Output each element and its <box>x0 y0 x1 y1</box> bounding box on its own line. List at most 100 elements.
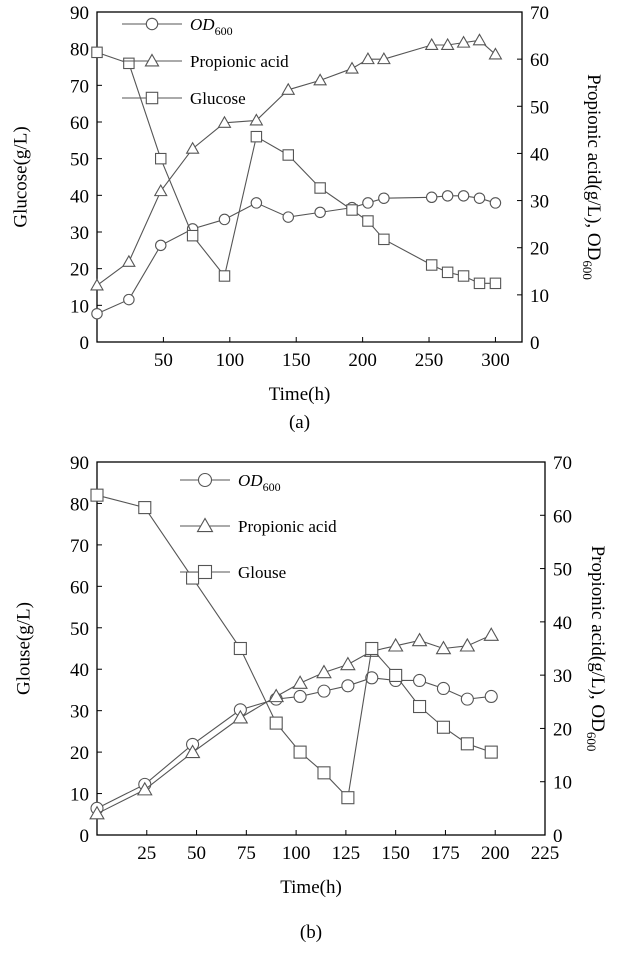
data-point-square <box>317 766 331 780</box>
y-left-axis-label: Glouse(g/L) <box>13 602 34 695</box>
legend-label-main: OD <box>190 15 215 34</box>
chart-a: 50 100 150 200 250 300 0 10 20 30 40 50 60 70 80 90 0 10 2… <box>10 3 603 433</box>
legend-label-sub: 600 <box>263 480 281 494</box>
y-right-tick-label: 0 <box>553 826 563 847</box>
y-left-tick-label: 70 <box>70 76 89 97</box>
y-left-tick-label: 10 <box>70 785 89 806</box>
data-point-circle <box>341 679 355 693</box>
x-tick-label: 100 <box>216 350 245 371</box>
x-tick-label: 50 <box>154 350 173 371</box>
data-point-triangle <box>472 33 487 46</box>
data-point-square <box>282 149 294 161</box>
data-point-square <box>341 791 355 805</box>
data-point-circle <box>123 293 135 306</box>
data-point-square <box>489 277 502 290</box>
data-point-circle <box>457 190 470 202</box>
x-tick-label: 125 <box>332 843 361 864</box>
data-point-triangle <box>483 627 500 641</box>
data-point-square <box>346 204 358 216</box>
x-tick-label: 200 <box>481 843 510 864</box>
data-point-triangle <box>424 37 439 51</box>
data-point-triangle <box>268 688 285 703</box>
data-point-circle <box>218 213 231 226</box>
y-left-tick-label: 30 <box>70 223 89 244</box>
x-tick-label: 225 <box>531 843 560 864</box>
data-point-triangle <box>136 781 153 796</box>
data-point-triangle <box>249 113 264 126</box>
data-point-circle <box>250 197 263 209</box>
data-point-circle <box>317 684 331 698</box>
data-point-triangle <box>411 632 428 647</box>
y-right-axis-label-main: Propionic acid(g/L), OD <box>587 546 608 732</box>
y-left-tick-label: 60 <box>70 577 89 598</box>
y-right-tick-label: 10 <box>530 286 549 307</box>
y-left-tick-label: 80 <box>70 494 89 515</box>
legend-label-main: Propionic acid <box>190 52 289 71</box>
chart-caption: (b) <box>300 922 322 943</box>
data-point-square <box>473 277 486 290</box>
chart-caption: (a) <box>289 412 310 433</box>
data-point-triangle <box>281 82 296 95</box>
data-point-square <box>484 745 498 759</box>
y-right-tick-label: 50 <box>553 560 572 581</box>
legend-label-main: OD <box>238 471 263 490</box>
data-point-square <box>269 716 283 730</box>
legend-label: OD600 <box>190 15 233 38</box>
series-line-triangle <box>96 39 496 286</box>
data-point-square <box>91 46 103 59</box>
data-point-triangle <box>376 52 391 65</box>
data-point-circle <box>314 206 326 219</box>
y-right-tick-label: 70 <box>553 453 572 474</box>
data-point-triangle <box>387 637 404 652</box>
y-left-tick-label: 0 <box>80 333 90 354</box>
y-left-tick-label: 20 <box>70 260 89 281</box>
plot-frame <box>96 461 546 836</box>
legend-marker-circle <box>145 17 159 31</box>
data-point-triangle <box>345 61 359 74</box>
x-tick-label: 50 <box>187 843 206 864</box>
data-point-triangle <box>232 709 249 724</box>
y-left-tick-label: 50 <box>70 150 89 171</box>
x-tick-label: 250 <box>415 350 444 371</box>
x-tick-label: 75 <box>237 843 256 864</box>
data-point-circle <box>489 197 502 209</box>
data-point-triangle <box>89 805 105 820</box>
y-right-tick-label: 60 <box>530 50 549 71</box>
data-point-square <box>362 215 374 227</box>
data-point-circle <box>413 673 427 688</box>
data-point-square <box>436 720 451 734</box>
data-point-square <box>378 233 390 246</box>
x-tick-label: 200 <box>348 350 377 371</box>
data-point-circle <box>378 192 390 204</box>
data-point-square <box>441 266 454 279</box>
data-point-triangle <box>184 744 201 759</box>
y-left-tick-label: 80 <box>70 40 89 61</box>
data-point-square <box>90 488 104 502</box>
legend-marker-circle <box>197 472 213 488</box>
data-point-triangle <box>292 675 308 689</box>
data-point-square <box>155 152 167 165</box>
data-point-triangle <box>435 640 452 655</box>
y-right-tick-label: 0 <box>530 333 540 354</box>
data-point-square <box>293 745 307 759</box>
y-right-tick-label: 50 <box>530 97 549 118</box>
legend-label: Propionic acid <box>190 52 289 71</box>
data-point-triangle <box>488 47 503 60</box>
data-point-triangle <box>456 35 471 48</box>
data-point-square <box>413 699 427 714</box>
y-right-axis-label: Propionic acid(g/L), OD600 <box>584 546 608 752</box>
data-point-square <box>314 182 326 194</box>
data-point-circle <box>425 191 438 204</box>
x-tick-label: 150 <box>282 350 311 371</box>
y-right-tick-label: 20 <box>530 239 549 260</box>
y-right-tick-label: 40 <box>530 144 549 165</box>
y-left-tick-label: 70 <box>70 536 89 557</box>
y-right-tick-label: 10 <box>553 773 572 794</box>
x-tick-label: 150 <box>381 843 410 864</box>
x-tick-label: 100 <box>282 843 311 864</box>
y-right-tick-label: 20 <box>553 719 572 740</box>
legend-label-sub: 600 <box>215 24 233 38</box>
y-right-tick-label: 40 <box>553 613 572 634</box>
